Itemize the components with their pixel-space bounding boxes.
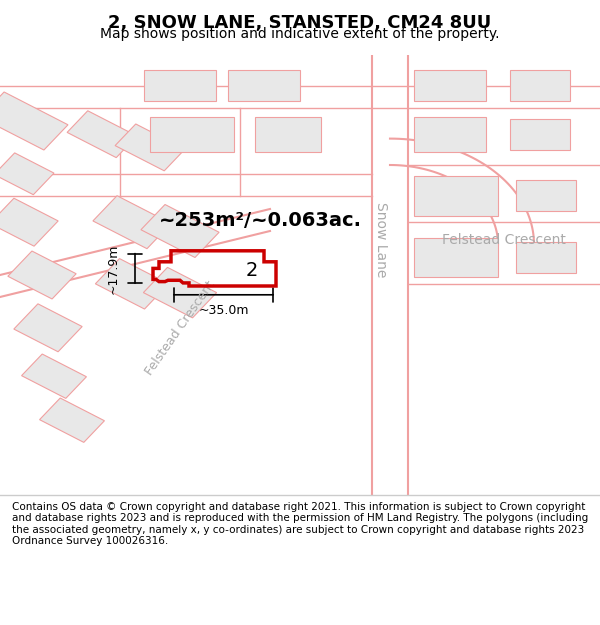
Polygon shape (0, 92, 68, 150)
Polygon shape (150, 117, 234, 152)
Polygon shape (255, 117, 321, 152)
Polygon shape (95, 259, 169, 309)
Text: Felstead Crescent: Felstead Crescent (143, 278, 217, 378)
Polygon shape (0, 153, 54, 195)
Polygon shape (67, 111, 137, 158)
Polygon shape (8, 251, 76, 299)
Polygon shape (414, 176, 498, 216)
Polygon shape (143, 268, 217, 318)
Polygon shape (40, 398, 104, 442)
Polygon shape (144, 71, 216, 101)
Text: ~35.0m: ~35.0m (198, 304, 249, 317)
Polygon shape (14, 304, 82, 352)
Polygon shape (414, 71, 486, 101)
Polygon shape (414, 238, 498, 278)
Polygon shape (516, 181, 576, 211)
Text: ~253m²/~0.063ac.: ~253m²/~0.063ac. (159, 211, 362, 229)
Polygon shape (115, 124, 185, 171)
Text: ~17.9m: ~17.9m (107, 243, 120, 294)
Polygon shape (22, 354, 86, 398)
Polygon shape (228, 71, 300, 101)
Polygon shape (510, 119, 570, 149)
Polygon shape (141, 204, 219, 258)
Text: 2: 2 (246, 261, 258, 280)
Polygon shape (510, 71, 570, 101)
Polygon shape (0, 198, 58, 246)
Text: Map shows position and indicative extent of the property.: Map shows position and indicative extent… (100, 28, 500, 41)
Polygon shape (516, 242, 576, 272)
Polygon shape (93, 196, 171, 249)
Polygon shape (414, 117, 486, 152)
Text: Felstead Crescent: Felstead Crescent (442, 232, 566, 247)
Text: Contains OS data © Crown copyright and database right 2021. This information is : Contains OS data © Crown copyright and d… (12, 501, 588, 546)
Text: Snow Lane: Snow Lane (374, 202, 388, 278)
Text: 2, SNOW LANE, STANSTED, CM24 8UU: 2, SNOW LANE, STANSTED, CM24 8UU (109, 14, 491, 32)
